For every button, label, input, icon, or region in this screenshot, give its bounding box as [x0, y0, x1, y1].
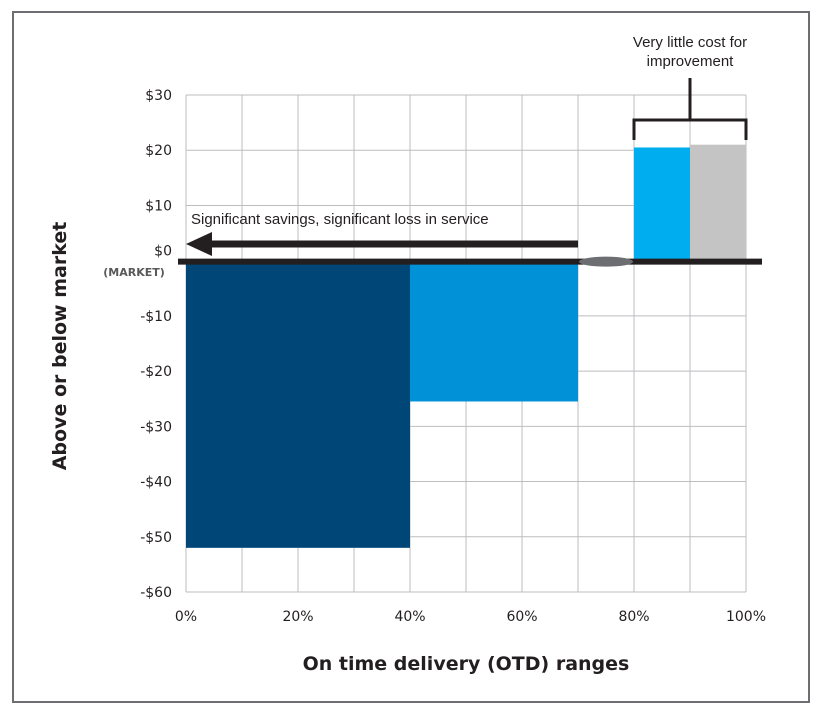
y-tick-label-4: -$10 — [140, 309, 172, 325]
y-axis-label: Above or below market — [49, 222, 71, 471]
y-tick-label-7: -$40 — [140, 475, 172, 491]
x-tick-label-0: 0% — [175, 609, 197, 625]
market-label: (MARKET) — [103, 266, 165, 279]
y-tick-labels: $30 $20 $10 $0 -$10 -$20 -$30 -$40 -$50 -$60 — [140, 88, 172, 601]
bars — [186, 144, 746, 548]
baseline-group — [178, 256, 762, 267]
arrow-annotation-text: Significant savings, significant loss in… — [191, 211, 489, 228]
y-tick-label-3: $0 — [154, 244, 172, 260]
bar-3 — [690, 144, 746, 261]
y-tick-label-8: -$50 — [140, 530, 172, 546]
improvement-bracket — [632, 78, 748, 140]
x-tick-labels: 0% 20% 40% 60% 80% 100% — [175, 609, 766, 625]
bar-1 — [410, 260, 578, 402]
y-tick-label-9: -$60 — [140, 585, 172, 601]
x-tick-label-4: 80% — [618, 609, 649, 625]
bar-0 — [186, 260, 410, 548]
x-tick-label-1: 20% — [282, 609, 313, 625]
chart-frame — [12, 11, 810, 703]
x-tick-label-2: 40% — [394, 609, 425, 625]
y-tick-label-2: $10 — [145, 198, 172, 214]
bar-2 — [634, 147, 690, 261]
y-tick-label-6: -$30 — [140, 419, 172, 435]
x-tick-label-5: 100% — [726, 609, 766, 625]
y-tick-label-0: $30 — [145, 88, 172, 104]
axis-break-marker — [579, 256, 633, 267]
bracket-annotation-line1: Very little cost for — [633, 34, 747, 51]
x-axis-label: On time delivery (OTD) ranges — [303, 653, 630, 675]
bracket-annotation-line2: improvement — [647, 53, 735, 70]
savings-arrow-head — [186, 232, 212, 256]
y-tick-label-5: -$20 — [140, 364, 172, 380]
x-tick-label-3: 60% — [506, 609, 537, 625]
y-tick-label-1: $20 — [145, 143, 172, 159]
